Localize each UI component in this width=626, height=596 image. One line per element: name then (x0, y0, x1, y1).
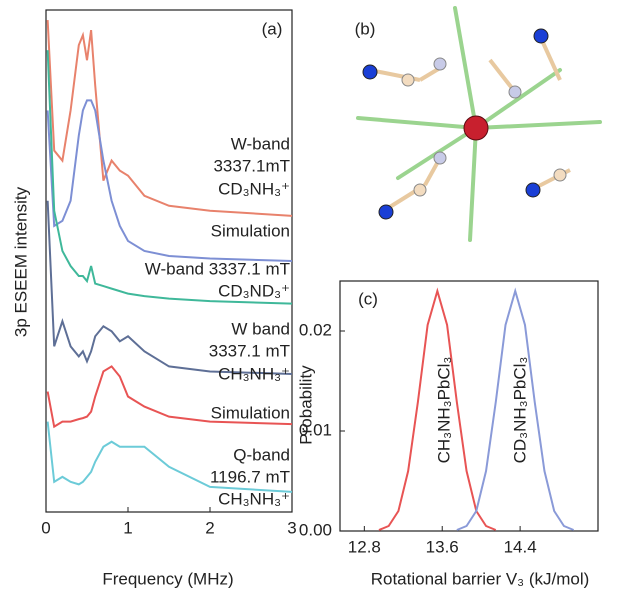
y-tick-label: 0.00 (299, 520, 332, 539)
panel-label: (a) (262, 19, 283, 38)
x-tick-label: 0 (41, 518, 50, 537)
series-label: CH₃NH₃PbCl₃ (434, 357, 453, 464)
series-label: Simulation (211, 221, 290, 240)
y-axis-label: 3p ESEEM intensity (11, 186, 30, 337)
x-tick-label: 13.6 (426, 537, 459, 556)
series-label: W-band 3337.1 mT (145, 259, 290, 278)
panel-label: (c) (358, 289, 378, 308)
series-label: 1196.7 mT (210, 467, 290, 486)
x-tick-label: 1 (123, 518, 132, 537)
panel-label: (b) (355, 19, 376, 38)
series-label: W band (231, 319, 290, 338)
molecule (358, 8, 600, 240)
series-label: CD₃NH₃PbCl₃ (510, 357, 529, 464)
x-tick-label: 2 (205, 518, 214, 537)
series-label: CD₃NH₃⁺ (218, 179, 290, 198)
series-label: Q-band (233, 445, 290, 464)
x-tick-label: 12.8 (348, 537, 381, 556)
panel-c-frame (340, 281, 598, 531)
series-label: CH₃NH₃⁺ (218, 489, 290, 508)
series-label: 3337.1mT (213, 156, 290, 175)
series-label: CH₃NH₃⁺ (218, 364, 290, 383)
x-axis-label: Frequency (MHz) (102, 569, 233, 588)
series-label: Simulation (211, 403, 290, 422)
x-tick-label: 14.4 (504, 537, 537, 556)
series-label: 3337.1 mT (209, 341, 290, 360)
y-tick-label: 0.01 (299, 420, 332, 439)
x-axis-label: Rotational barrier V₃ (kJ/mol) (371, 569, 590, 588)
x-tick-label: 3 (287, 518, 296, 537)
figure: (a) Frequency (MHz) 3p ESEEM intensity 0 1 2 3… (0, 0, 626, 596)
series-label: W-band (231, 134, 290, 153)
y-tick-label: 0.02 (299, 320, 332, 339)
series-label: CD₃ND₃⁺ (218, 281, 290, 300)
